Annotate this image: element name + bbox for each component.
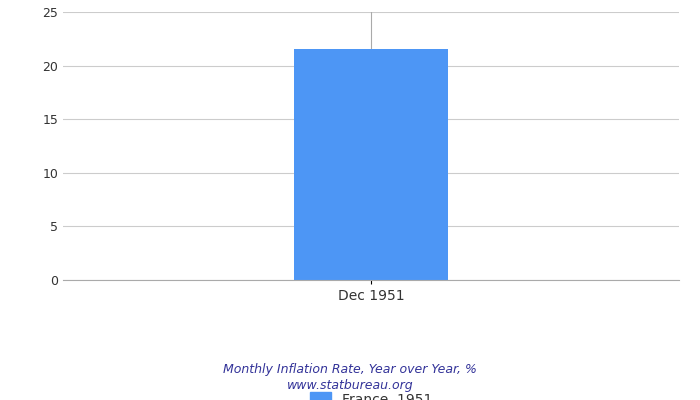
Legend: France, 1951: France, 1951 xyxy=(304,386,438,400)
Bar xyxy=(294,49,448,280)
Text: Monthly Inflation Rate, Year over Year, %: Monthly Inflation Rate, Year over Year, … xyxy=(223,364,477,376)
Text: www.statbureau.org: www.statbureau.org xyxy=(287,380,413,392)
